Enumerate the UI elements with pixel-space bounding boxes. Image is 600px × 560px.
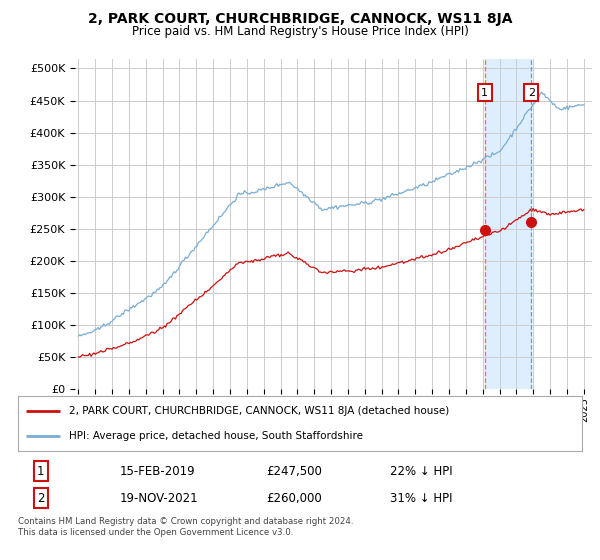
Text: 15-FEB-2019: 15-FEB-2019: [119, 465, 195, 478]
Text: 1: 1: [37, 465, 44, 478]
Text: 2, PARK COURT, CHURCHBRIDGE, CANNOCK, WS11 8JA: 2, PARK COURT, CHURCHBRIDGE, CANNOCK, WS…: [88, 12, 512, 26]
Text: 22% ↓ HPI: 22% ↓ HPI: [390, 465, 453, 478]
Text: Contains HM Land Registry data © Crown copyright and database right 2024.
This d: Contains HM Land Registry data © Crown c…: [18, 517, 353, 537]
Text: 19-NOV-2021: 19-NOV-2021: [119, 492, 198, 505]
Text: 2: 2: [37, 492, 44, 505]
Bar: [485, 59, 531, 389]
Text: HPI: Average price, detached house, South Staffordshire: HPI: Average price, detached house, Sout…: [69, 431, 363, 441]
Text: 2: 2: [527, 88, 535, 98]
Text: 2, PARK COURT, CHURCHBRIDGE, CANNOCK, WS11 8JA (detached house): 2, PARK COURT, CHURCHBRIDGE, CANNOCK, WS…: [69, 406, 449, 416]
Text: Price paid vs. HM Land Registry's House Price Index (HPI): Price paid vs. HM Land Registry's House …: [131, 25, 469, 38]
Text: 1: 1: [481, 88, 488, 98]
Text: 31% ↓ HPI: 31% ↓ HPI: [390, 492, 453, 505]
Text: £260,000: £260,000: [266, 492, 322, 505]
Text: £247,500: £247,500: [266, 465, 322, 478]
